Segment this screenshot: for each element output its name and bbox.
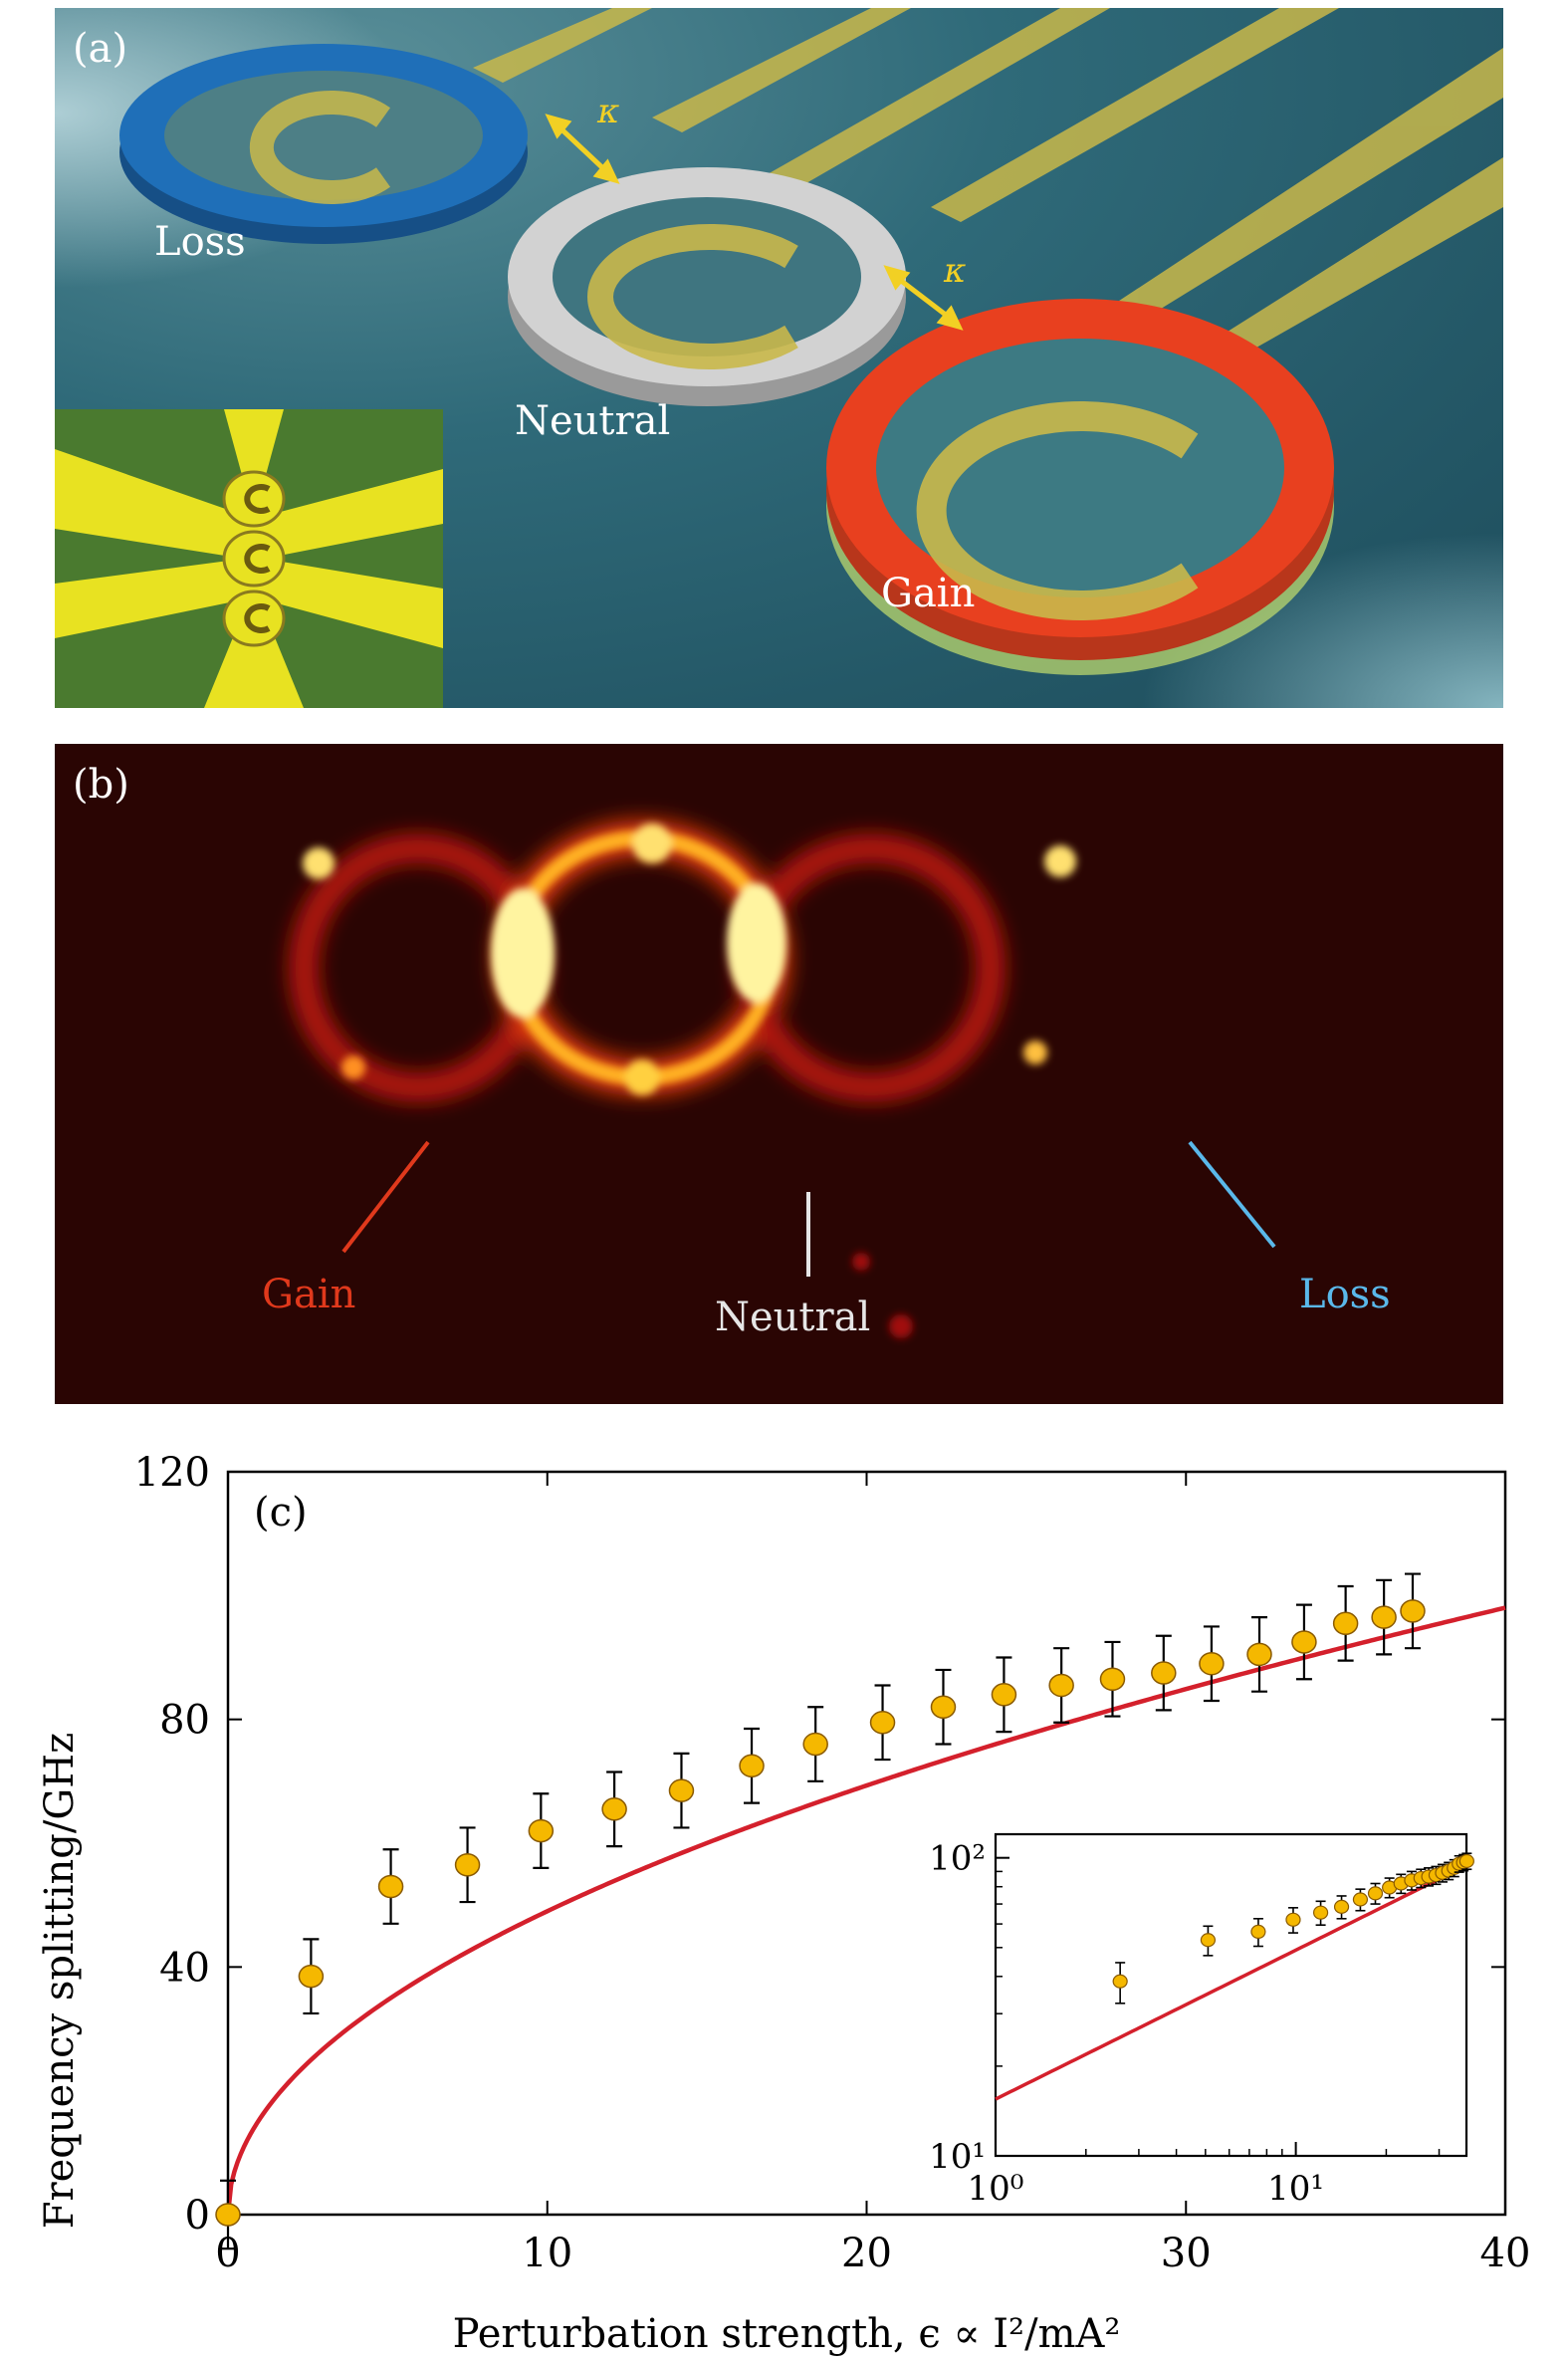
x-tick-label: 30: [1161, 2231, 1212, 2276]
device-illustration: κ κ: [55, 8, 1503, 708]
neutral-label: Neutral: [715, 1295, 871, 1340]
inset-x-tick-label: 10¹: [1267, 2169, 1324, 2209]
data-point: [1151, 1661, 1177, 1685]
data-point: [454, 1853, 481, 1877]
gain-pointer-line: [341, 1140, 430, 1254]
inset-data-point: [1333, 1899, 1350, 1914]
y-tick-label: 80: [159, 1698, 210, 1744]
fit-curve: [225, 1605, 1506, 2216]
kappa-label-1: κ: [596, 92, 619, 131]
data-point: [1371, 1605, 1397, 1629]
data-point: [930, 1695, 957, 1719]
x-tick-label: 20: [841, 2231, 892, 2276]
inset-data-point: [1285, 1912, 1301, 1927]
data-point: [528, 1818, 555, 1843]
gain-ring-label: Gain: [881, 571, 976, 616]
loss-ring-label: Loss: [154, 219, 246, 265]
inset-data-point: [1367, 1886, 1384, 1901]
kappa-label-2: κ: [943, 251, 966, 291]
gain-label: Gain: [262, 1272, 356, 1317]
data-point: [739, 1754, 765, 1778]
x-tick-label: 10: [522, 2231, 572, 2276]
x-tick-label: 40: [1480, 2231, 1531, 2276]
inset-data-point: [1352, 1892, 1369, 1907]
panel-b-label: (b): [73, 762, 129, 808]
data-point: [377, 1874, 404, 1899]
loss-pointer-line: [1188, 1140, 1276, 1249]
panel-b-emission-image: (b) Gain Neutral Loss: [55, 744, 1503, 1404]
data-point: [215, 2203, 241, 2227]
y-axis-label: Frequency splitting/GHz: [37, 1733, 83, 2229]
neutral-ring-label: Neutral: [515, 398, 671, 444]
data-point: [1246, 1642, 1272, 1667]
data-point: [668, 1778, 695, 1802]
data-point: [1291, 1630, 1317, 1654]
emission-map: [289, 820, 1276, 1338]
data-point: [1332, 1611, 1359, 1636]
coupling-arrows: [545, 114, 964, 331]
neutral-ring: [508, 167, 906, 406]
inset-data-point: [1200, 1933, 1217, 1948]
inset-data-point: [1312, 1905, 1329, 1920]
x-axis-label: Perturbation strength, ϵ ∝ I²/mA²: [453, 2311, 1121, 2357]
inset-y-tick-label: 10²: [929, 1839, 986, 1879]
data-point: [1048, 1673, 1074, 1698]
inset-data-point: [1250, 1924, 1266, 1940]
inset-data-point: [1112, 1974, 1128, 1989]
panel-c-label: (c): [254, 1490, 308, 1535]
data-point: [298, 1964, 325, 1989]
data-point: [1400, 1599, 1426, 1623]
inset-data-point: [1458, 1853, 1474, 1869]
chip-micrograph-inset: [55, 409, 443, 708]
panel-a-label: (a): [73, 26, 128, 72]
loss-ring: [119, 44, 528, 244]
inset-fit-line: [995, 1863, 1467, 2101]
gain-ring: [826, 299, 1334, 675]
y-tick-label: 40: [159, 1945, 210, 1991]
inset-x-tick-label: 10⁰: [968, 2169, 1024, 2209]
electrode-strips: [473, 8, 1503, 352]
y-tick-label: 0: [185, 2193, 210, 2239]
data-point: [869, 1711, 896, 1735]
panel-a-device-schematic: κ κ (a) Loss Neutral Gain: [55, 8, 1503, 708]
data-point: [802, 1732, 828, 1757]
data-point: [601, 1797, 627, 1821]
data-point: [1199, 1651, 1225, 1676]
loss-label: Loss: [1299, 1272, 1391, 1317]
data-point: [1099, 1667, 1126, 1692]
inset-y-tick-label: 10¹: [929, 2137, 986, 2177]
y-tick-label: 120: [134, 1450, 210, 1496]
data-point: [991, 1683, 1017, 1707]
